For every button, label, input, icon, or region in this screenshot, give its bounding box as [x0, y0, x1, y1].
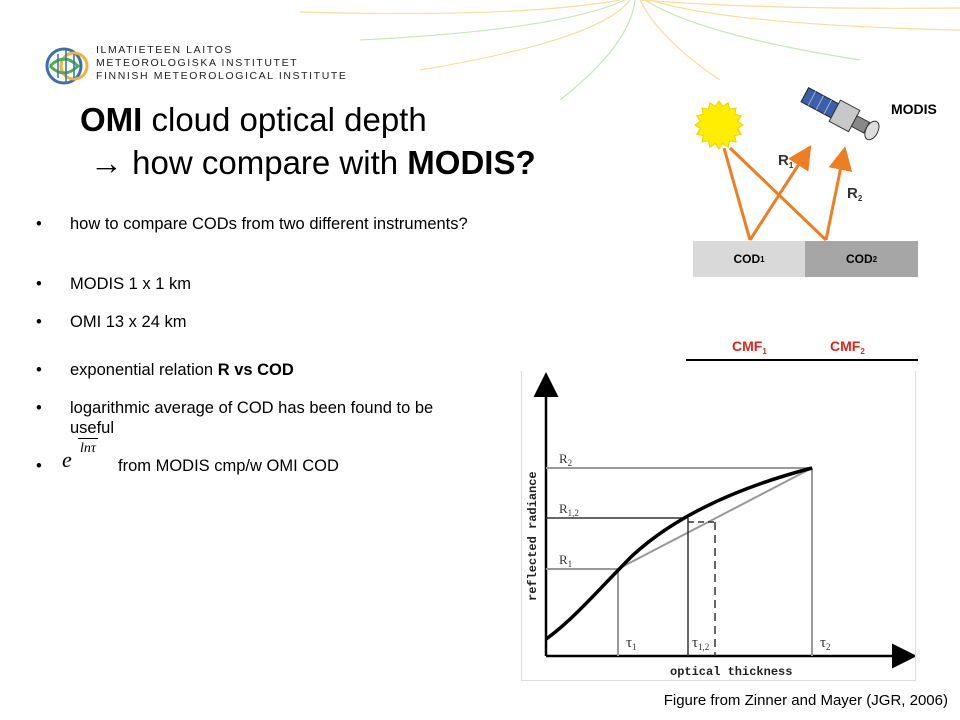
radiance-plot: R2 R1,2 R1 τ1 τ1,2 τ2 optical thickness … — [526, 372, 917, 679]
cmf1-label: CMF1 — [732, 338, 767, 356]
svg-text:τ2: τ2 — [820, 635, 831, 652]
logo-text: ILMATIETEEN LAITOS METEOROLOGISKA INSTIT… — [96, 44, 348, 82]
cod2-box: COD 2 — [805, 241, 918, 277]
modis-label: MODIS — [891, 101, 937, 117]
figure-caption: Figure from Zinner and Mayer (JGR, 2006) — [663, 692, 948, 709]
r2-label: R2 — [847, 185, 863, 203]
figure-frame: R2 R1,2 R1 τ1 τ1,2 τ2 optical thickness … — [521, 371, 917, 681]
cmf-divider — [686, 359, 918, 361]
svg-text:R2: R2 — [559, 451, 572, 468]
radiance-arrows — [722, 144, 853, 242]
fmi-logo-icon — [45, 47, 89, 85]
formula: e lnτ — [62, 438, 122, 478]
sun-icon — [694, 100, 744, 150]
header-rays-decoration — [300, 0, 960, 101]
arrow-right-icon: → — [90, 144, 123, 181]
page-title: OMI cloud optical depth → how compare wi… — [80, 101, 536, 181]
x-axis-label: optical thickness — [670, 665, 792, 679]
svg-text:R1,2: R1,2 — [559, 501, 579, 518]
svg-text:τ1: τ1 — [626, 635, 637, 652]
cmf2-label: CMF2 — [830, 338, 865, 356]
r1-label: R1 — [778, 152, 794, 170]
svg-text:τ1,2: τ1,2 — [692, 635, 709, 652]
cod1-box: COD 1 — [693, 241, 805, 277]
y-axis-label: reflected radiance — [526, 471, 540, 601]
svg-text:R1: R1 — [559, 552, 572, 569]
satellite-icon — [800, 87, 880, 141]
